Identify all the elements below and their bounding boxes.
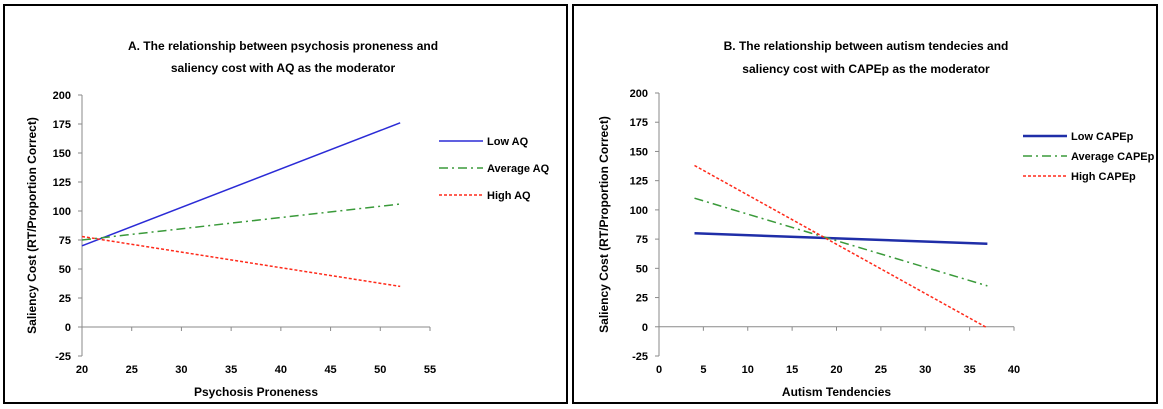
chart-title-line: B. The relationship between autism tende… bbox=[724, 39, 1009, 53]
y-tick-label: 200 bbox=[630, 88, 648, 100]
legend-label: High AQ bbox=[487, 190, 531, 202]
y-tick-label: -25 bbox=[55, 351, 71, 363]
y-tick-label: 150 bbox=[53, 148, 71, 160]
x-tick-label: 25 bbox=[126, 364, 138, 376]
chart-title-line: saliency cost with CAPEp as the moderato… bbox=[742, 62, 990, 76]
x-tick-label: 20 bbox=[830, 364, 842, 376]
y-axis-label: Saliency Cost (RT/Proportion Correct) bbox=[25, 117, 39, 334]
y-tick-label: 50 bbox=[59, 264, 71, 276]
series-line bbox=[694, 232, 988, 246]
y-tick-label: 25 bbox=[59, 293, 71, 305]
legend-label: Average AQ bbox=[487, 163, 550, 175]
chart-b: B. The relationship between autism tende… bbox=[597, 39, 1155, 399]
x-tick-label: 30 bbox=[919, 364, 931, 376]
x-tick-label: 5 bbox=[700, 364, 706, 376]
series-line bbox=[81, 235, 401, 288]
y-tick-label: 175 bbox=[630, 117, 648, 129]
y-tick-label: 0 bbox=[642, 322, 648, 334]
chart-a: A. The relationship between psychosis pr… bbox=[25, 39, 550, 399]
x-axis-label: Psychosis Proneness bbox=[194, 385, 318, 399]
chart-panel-b: B. The relationship between autism tende… bbox=[572, 4, 1158, 404]
series-line bbox=[694, 197, 988, 287]
y-tick-label: 100 bbox=[53, 206, 71, 218]
legend-label: High CAPEp bbox=[1071, 171, 1136, 183]
y-tick-label: 50 bbox=[636, 263, 648, 275]
chart-title-line: saliency cost with AQ as the moderator bbox=[171, 61, 396, 75]
y-tick-label: 125 bbox=[53, 177, 71, 189]
legend-label: Average CAPEp bbox=[1071, 151, 1155, 163]
chart-title-line: A. The relationship between psychosis pr… bbox=[128, 39, 438, 53]
x-tick-label: 40 bbox=[275, 364, 287, 376]
x-tick-label: 45 bbox=[324, 364, 336, 376]
x-tick-label: 20 bbox=[76, 364, 88, 376]
x-tick-label: 25 bbox=[875, 364, 887, 376]
series-line bbox=[694, 164, 988, 329]
y-tick-label: 125 bbox=[630, 176, 648, 188]
y-tick-label: 100 bbox=[630, 205, 648, 217]
x-tick-label: 55 bbox=[424, 364, 436, 376]
y-tick-label: 0 bbox=[65, 322, 71, 334]
x-tick-label: 10 bbox=[742, 364, 754, 376]
y-tick-label: 75 bbox=[636, 234, 648, 246]
x-tick-label: 40 bbox=[1008, 364, 1020, 376]
y-tick-label: -25 bbox=[632, 351, 648, 363]
x-tick-label: 15 bbox=[786, 364, 798, 376]
legend-label: Low AQ bbox=[487, 136, 529, 148]
x-tick-label: 35 bbox=[225, 364, 237, 376]
x-tick-label: 50 bbox=[374, 364, 386, 376]
series-line bbox=[81, 122, 401, 247]
y-tick-label: 25 bbox=[636, 293, 648, 305]
legend-label: Low CAPEp bbox=[1071, 131, 1134, 143]
y-tick-label: 75 bbox=[59, 235, 71, 247]
y-tick-label: 200 bbox=[53, 90, 71, 102]
y-tick-label: 150 bbox=[630, 146, 648, 158]
x-axis-label: Autism Tendencies bbox=[782, 385, 891, 399]
x-tick-label: 35 bbox=[964, 364, 976, 376]
chart-panel-a: A. The relationship between psychosis pr… bbox=[3, 4, 568, 404]
x-tick-label: 30 bbox=[175, 364, 187, 376]
series-line bbox=[81, 203, 401, 241]
y-axis-label: Saliency Cost (RT/Proportion Correct) bbox=[597, 116, 611, 333]
x-tick-label: 0 bbox=[656, 364, 662, 376]
y-tick-label: 175 bbox=[53, 119, 71, 131]
